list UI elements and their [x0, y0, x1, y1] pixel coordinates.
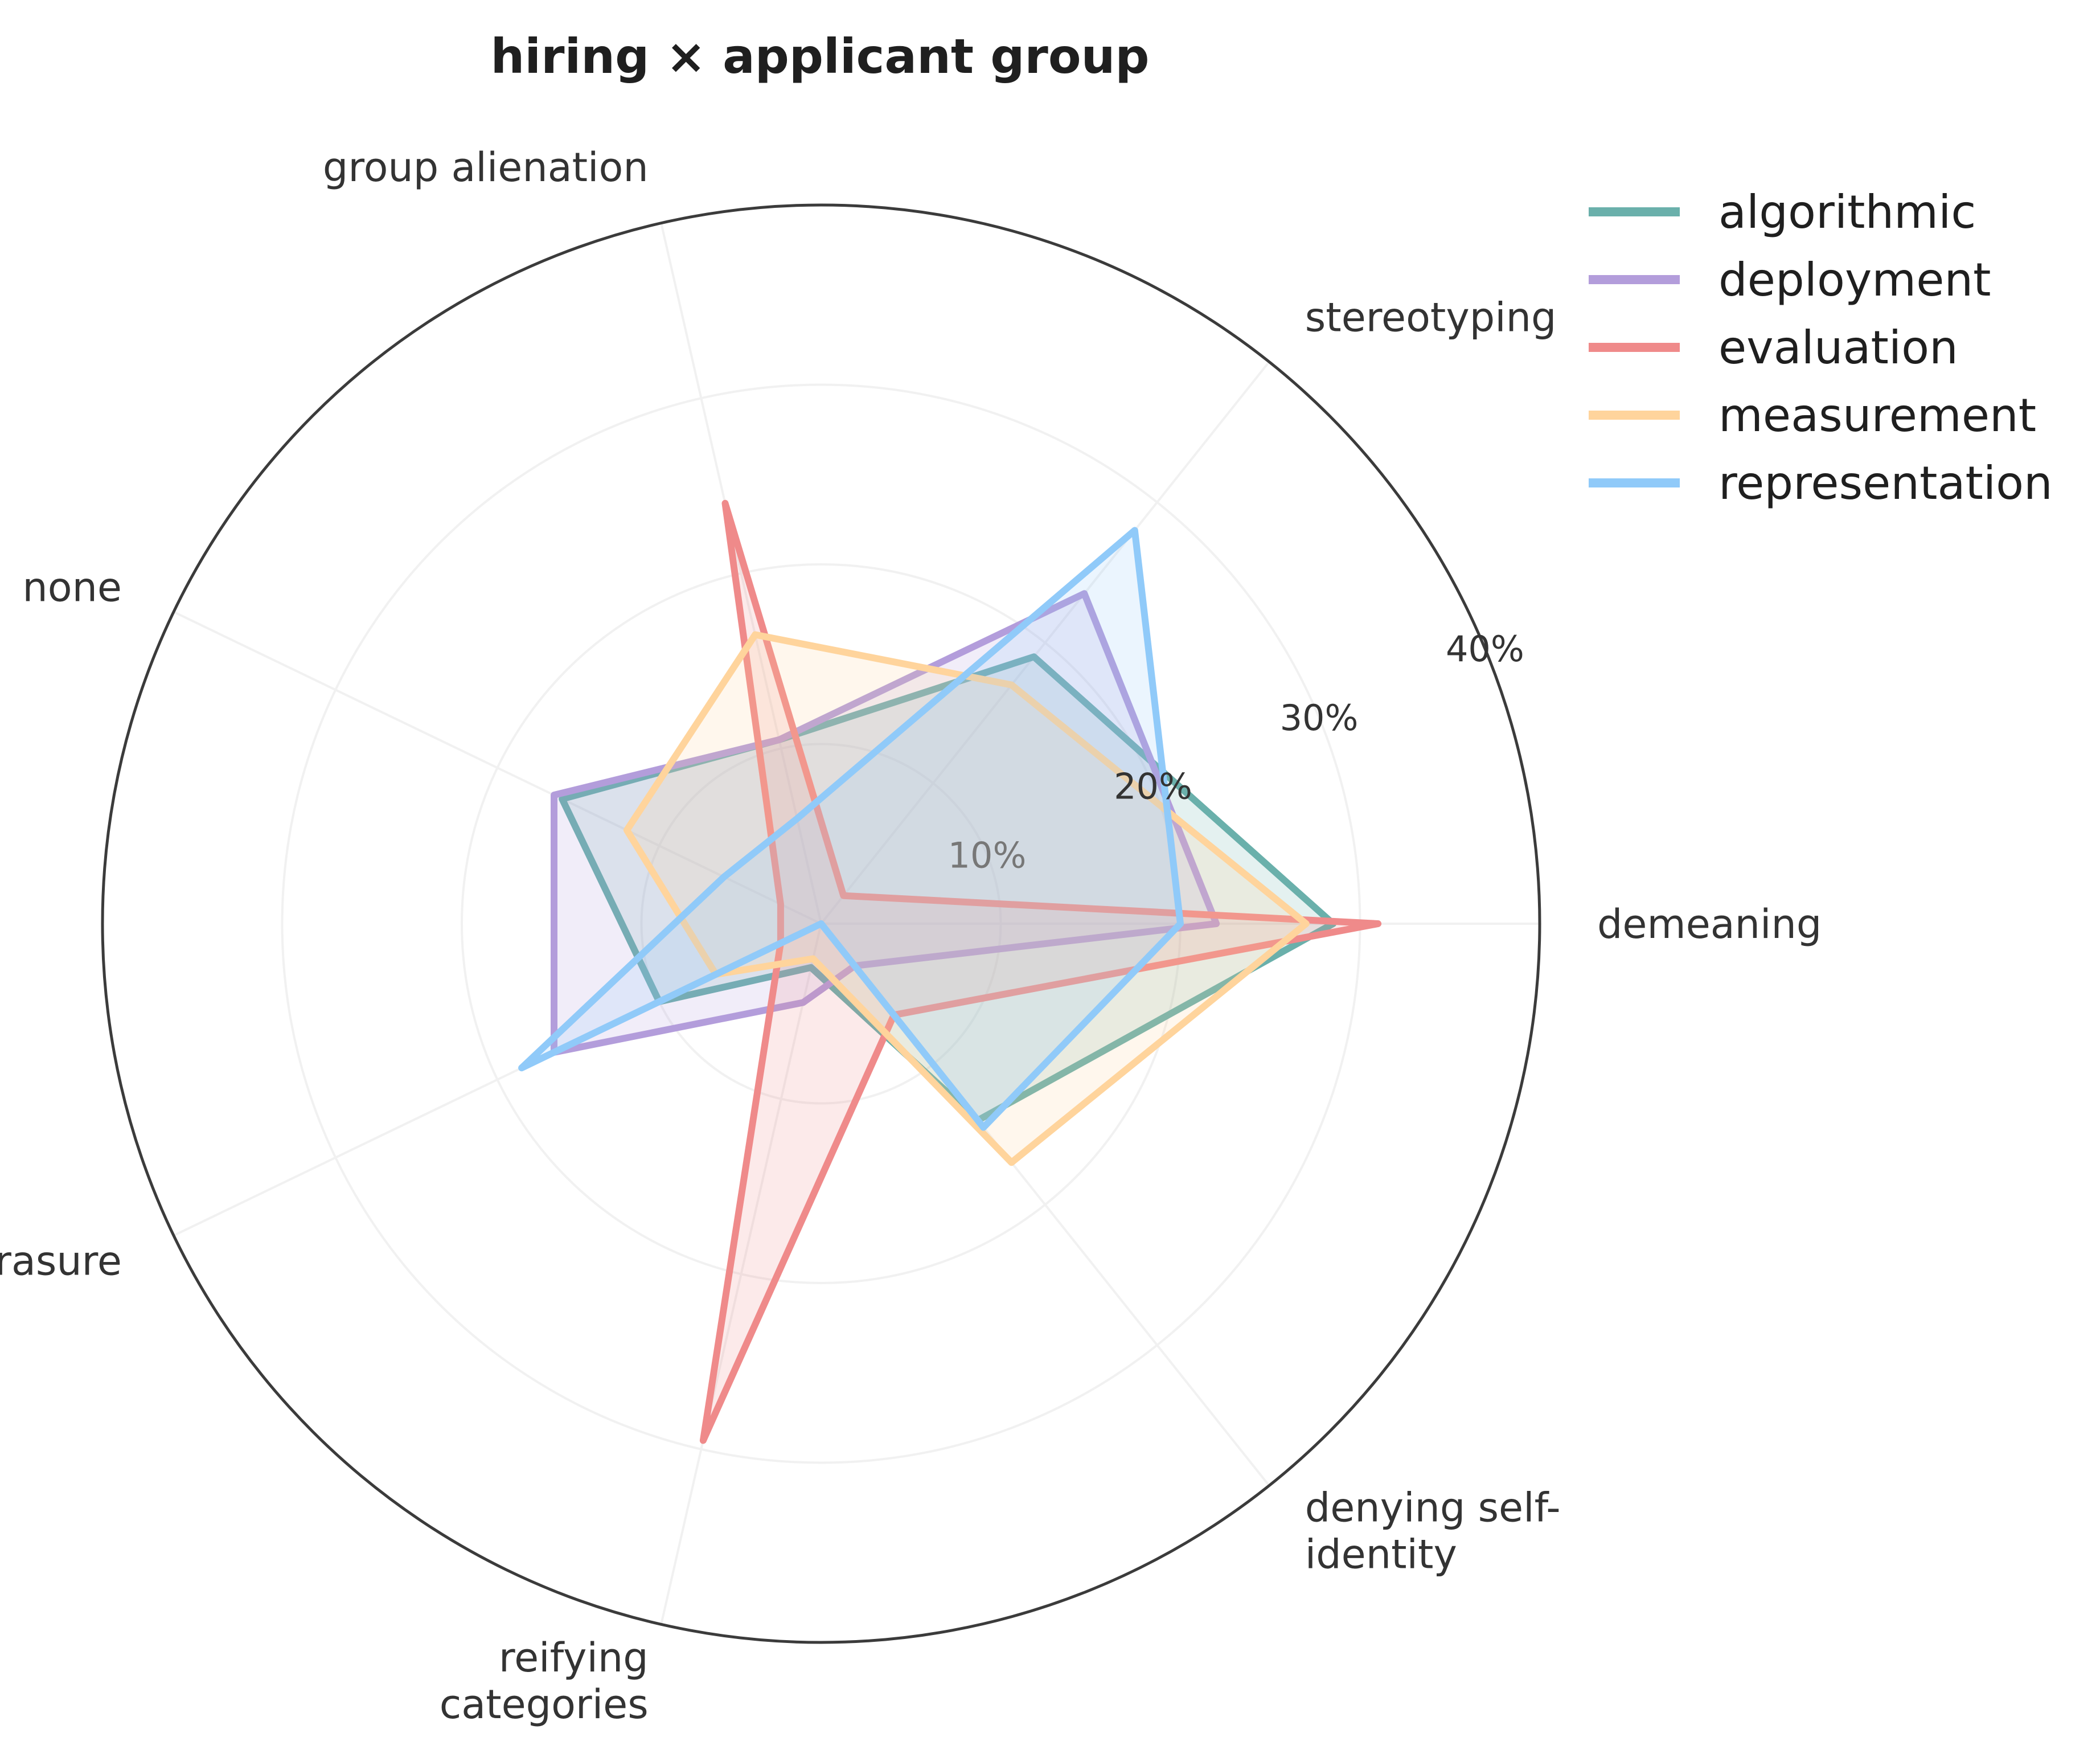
legend-label-representation: representation: [1718, 457, 2053, 510]
series-measurement: [623, 631, 1310, 1166]
spoke-group-alienation: [660, 223, 822, 924]
series-fill-deployment: [554, 593, 1217, 1052]
radar-axis-labels: demeaning stereotyping group alienation non…: [0, 144, 1822, 1728]
rtick-label-40: 40%: [1446, 628, 1524, 670]
chart-title: hiring × applicant group: [490, 28, 1149, 84]
outer-ring: [101, 203, 1541, 1644]
series-line-evaluation: [699, 499, 1382, 1444]
legend-label-evaluation: evaluation: [1718, 321, 1958, 374]
spoke-reifying-categories: [660, 923, 822, 1625]
radar-radial-ticks: 10% 20% 30% 40%: [948, 628, 1524, 876]
rtick-label-20: 20%: [1114, 766, 1192, 808]
legend-item-measurement: measurement: [1589, 389, 2036, 442]
legend-item-representation: representation: [1589, 457, 2053, 510]
legend-item-algorithmic: algorithmic: [1589, 186, 1976, 239]
axis-label-none: none: [22, 564, 122, 611]
series-fill-measurement: [626, 634, 1306, 1163]
legend: algorithmic deployment evaluation measureme…: [1589, 186, 2053, 510]
spoke-stereotyping: [820, 361, 1270, 925]
rtick-label-30: 30%: [1280, 697, 1359, 739]
series-evaluation: [699, 499, 1382, 1444]
axis-label-reifying-categories: reifying categories: [440, 1634, 649, 1728]
axis-label-denying-self-identity: denying self-identity: [1305, 1485, 1561, 1578]
radar-series: [518, 499, 1382, 1444]
axis-label-group-alienation: group alienation: [323, 144, 649, 191]
legend-label-deployment: deployment: [1718, 253, 1991, 306]
series-representation: [518, 527, 1184, 1131]
axis-label-demeaning: demeaning: [1597, 901, 1822, 948]
legend-item-deployment: deployment: [1589, 253, 1991, 306]
legend-label-measurement: measurement: [1718, 389, 2036, 442]
legend-item-evaluation: evaluation: [1589, 321, 1958, 374]
series-line-measurement: [623, 631, 1310, 1166]
axis-label-stereotyping: stereotyping: [1305, 294, 1557, 341]
series-fill-evaluation: [703, 503, 1379, 1441]
rtick-label-10: 10%: [948, 834, 1027, 876]
legend-label-algorithmic: algorithmic: [1718, 186, 1976, 239]
series-fill-representation: [522, 530, 1180, 1128]
series-fill-algorithmic: [562, 657, 1334, 1121]
spoke-none: [173, 610, 822, 925]
series-line-representation: [518, 527, 1184, 1131]
